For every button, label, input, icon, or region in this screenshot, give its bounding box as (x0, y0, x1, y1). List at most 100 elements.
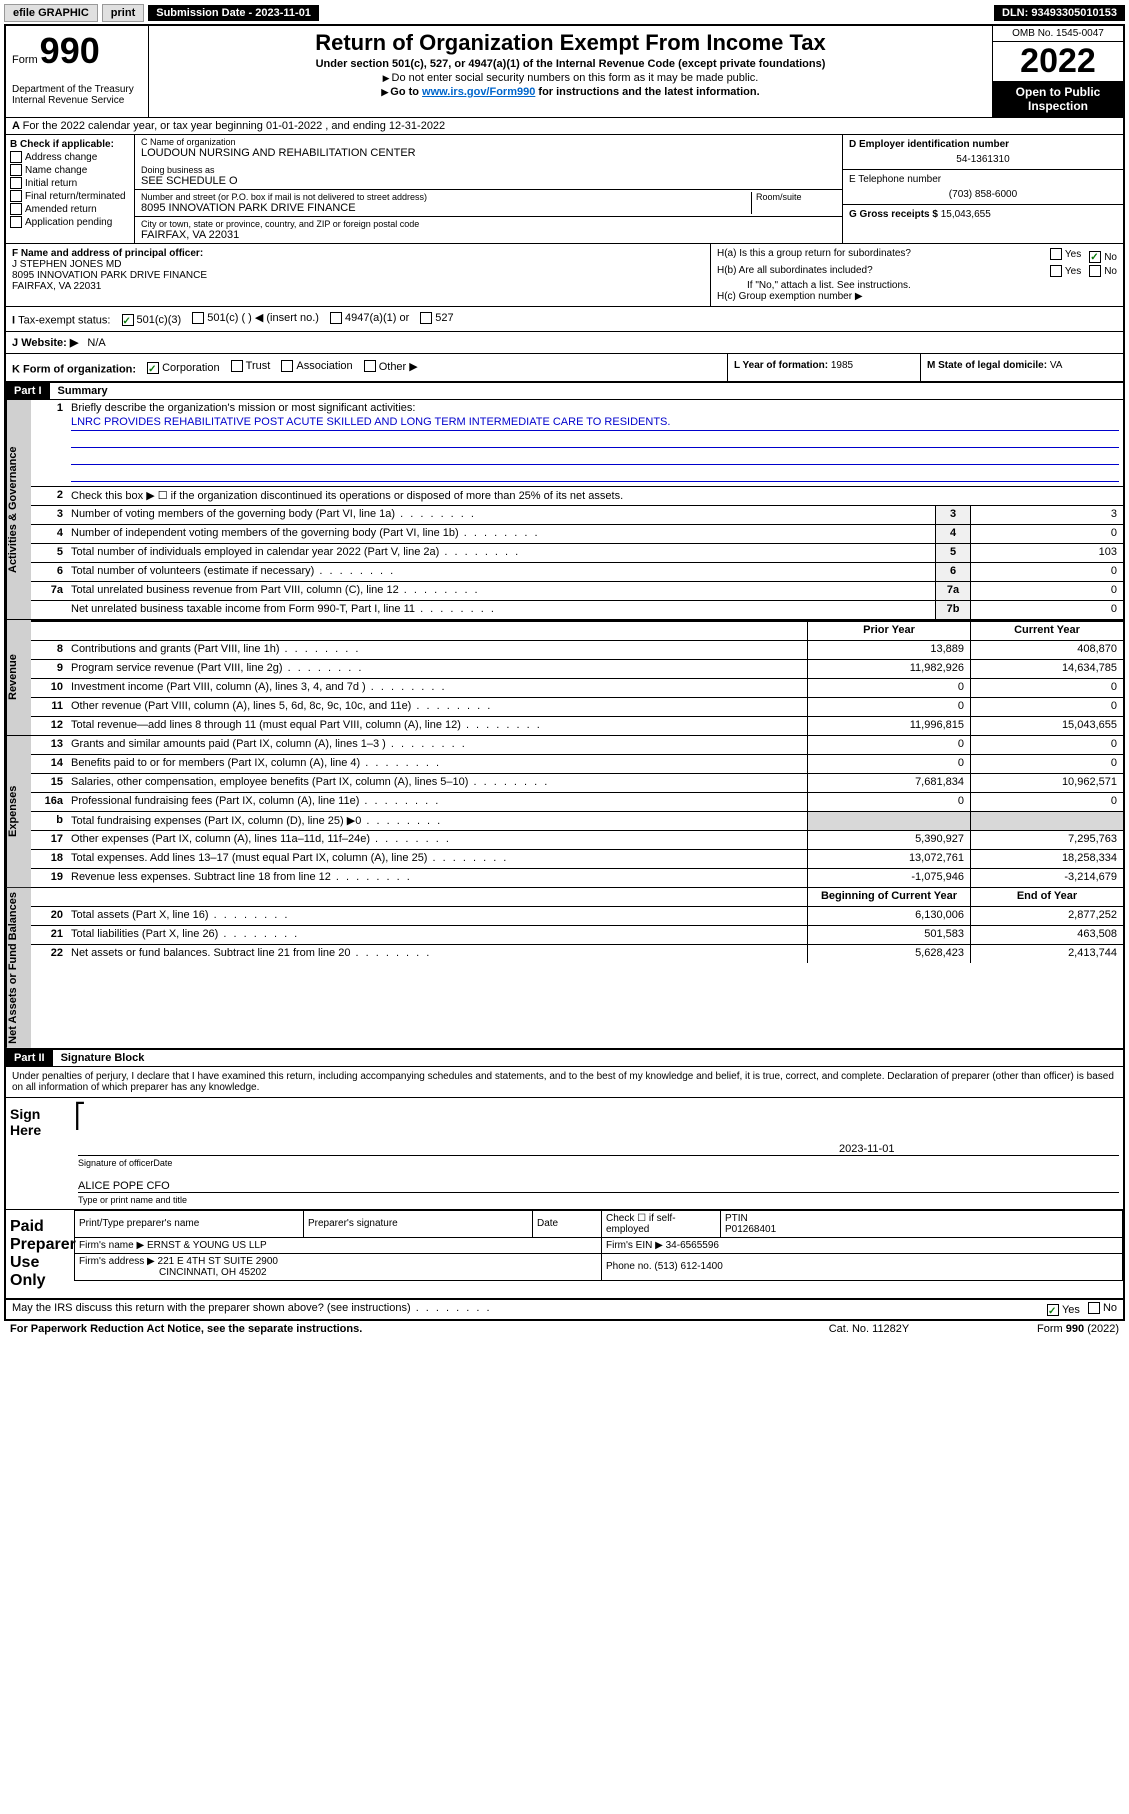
line-a: A For the 2022 calendar year, or tax yea… (6, 118, 1123, 135)
form-id-box: Form 990 Department of the Treasury Inte… (6, 26, 149, 117)
firm-ein: 34-6565596 (666, 1240, 719, 1251)
tab-expenses: Expenses (6, 736, 31, 887)
org-name-label: C Name of organization (141, 137, 836, 147)
subtitle-1: Under section 501(c), 527, or 4947(a)(1)… (153, 58, 988, 70)
officer-addr2: FAIRFAX, VA 22031 (12, 281, 704, 292)
firm-name: ERNST & YOUNG US LLP (147, 1240, 267, 1251)
title-box: Return of Organization Exempt From Incom… (149, 26, 992, 117)
mission-text: LNRC PROVIDES REHABILITATIVE POST ACUTE … (71, 416, 1119, 431)
current-year-header: Current Year (970, 622, 1123, 640)
ha-label: H(a) Is this a group return for subordin… (717, 248, 911, 263)
prep-sig-label: Preparer's signature (304, 1210, 533, 1237)
checkbox-pending[interactable] (10, 216, 22, 228)
527-checkbox[interactable] (420, 312, 432, 324)
column-b: B Check if applicable: Address change Na… (6, 135, 135, 243)
501c-checkbox[interactable] (192, 312, 204, 324)
table-row: 18Total expenses. Add lines 13–17 (must … (31, 849, 1123, 868)
checkbox-initial-return[interactable] (10, 177, 22, 189)
ein-label: D Employer identification number (849, 139, 1117, 150)
subtitle-2: Do not enter social security numbers on … (153, 72, 988, 84)
other-checkbox[interactable] (364, 360, 376, 372)
paid-preparer-row: Paid Preparer Use Only Print/Type prepar… (6, 1210, 1123, 1299)
department-label: Department of the Treasury Internal Reve… (12, 84, 142, 106)
hb-no-checkbox[interactable] (1089, 265, 1101, 277)
eoy-header: End of Year (970, 888, 1123, 906)
ha-no-checkbox[interactable] (1089, 251, 1101, 263)
footer-mid: Cat. No. 11282Y (769, 1323, 969, 1335)
officer-addr1: 8095 INNOVATION PARK DRIVE FINANCE (12, 270, 704, 281)
corp-checkbox[interactable] (147, 362, 159, 374)
assoc-checkbox[interactable] (281, 360, 293, 372)
line-2: Check this box ▶ ☐ if the organization d… (67, 487, 1123, 505)
tel-value: (703) 858-6000 (849, 189, 1117, 200)
boy-header: Beginning of Current Year (807, 888, 970, 906)
part2-header-row: Part II Signature Block (6, 1050, 1123, 1067)
revenue-section: Revenue Prior Year Current Year 8Contrib… (6, 620, 1123, 736)
table-row: 19Revenue less expenses. Subtract line 1… (31, 868, 1123, 887)
sign-here-label: Sign Here (6, 1098, 74, 1209)
form-word: Form (12, 54, 38, 66)
column-de: D Employer identification number 54-1361… (842, 135, 1123, 243)
gross-label: G Gross receipts $ (849, 209, 938, 220)
dba-label: Doing business as (141, 165, 836, 175)
signature-bracket-icon: ⎡ (74, 1102, 1119, 1131)
col-f: F Name and address of principal officer:… (6, 244, 710, 306)
checkbox-name-change[interactable] (10, 164, 22, 176)
sig-date-label: Date (153, 1158, 172, 1168)
table-row: 17Other expenses (Part IX, column (A), l… (31, 830, 1123, 849)
paid-preparer-label: Paid Preparer Use Only (6, 1210, 74, 1298)
inspection-label: Open to Public Inspection (993, 81, 1123, 117)
hb-label: H(b) Are all subordinates included? (717, 265, 873, 280)
street-label: Number and street (or P.O. box if mail i… (141, 192, 751, 202)
netassets-section: Net Assets or Fund Balances Beginning of… (6, 888, 1123, 1050)
sign-date: 2023-11-01 (839, 1143, 1119, 1155)
checkbox-address-change[interactable] (10, 151, 22, 163)
prep-name-label: Print/Type preparer's name (75, 1210, 304, 1237)
print-button[interactable]: print (102, 4, 144, 22)
org-name: LOUDOUN NURSING AND REHABILITATION CENTE… (141, 147, 836, 159)
checkbox-amended[interactable] (10, 203, 22, 215)
gross-value: 15,043,655 (941, 209, 991, 220)
discuss-no-checkbox[interactable] (1088, 1302, 1100, 1314)
website-value: N/A (87, 337, 105, 349)
table-row: 6Total number of volunteers (estimate if… (31, 562, 1123, 581)
table-row: 8Contributions and grants (Part VIII, li… (31, 640, 1123, 659)
table-row: 15Salaries, other compensation, employee… (31, 773, 1123, 792)
dba-value: SEE SCHEDULE O (141, 175, 836, 187)
footer-left: For Paperwork Reduction Act Notice, see … (10, 1323, 769, 1335)
table-row: 14Benefits paid to or for members (Part … (31, 754, 1123, 773)
expenses-section: Expenses 13Grants and similar amounts pa… (6, 736, 1123, 888)
4947-checkbox[interactable] (330, 312, 342, 324)
irs-link[interactable]: www.irs.gov/Form990 (422, 86, 535, 98)
hb-yes-checkbox[interactable] (1050, 265, 1062, 277)
topbar: efile GRAPHIC print Submission Date - 20… (4, 4, 1125, 22)
may-irs-row: May the IRS discuss this return with the… (6, 1299, 1123, 1319)
trust-checkbox[interactable] (231, 360, 243, 372)
officer-label: F Name and address of principal officer: (12, 248, 704, 259)
tab-governance: Activities & Governance (6, 400, 31, 619)
year-box: OMB No. 1545-0047 2022 Open to Public In… (992, 26, 1123, 117)
city-value: FAIRFAX, VA 22031 (141, 229, 836, 241)
checkbox-final-return[interactable] (10, 190, 22, 202)
table-row: 4Number of independent voting members of… (31, 524, 1123, 543)
ha-yes-checkbox[interactable] (1050, 248, 1062, 260)
discuss-yes-checkbox[interactable] (1047, 1304, 1059, 1316)
part1-badge: Part I (6, 383, 50, 399)
page-footer: For Paperwork Reduction Act Notice, see … (4, 1321, 1125, 1337)
col-l: L Year of formation: 1985 (727, 354, 920, 382)
efile-label: efile GRAPHIC (4, 4, 98, 22)
section-bcdeg: B Check if applicable: Address change Na… (6, 135, 1123, 244)
table-row: bTotal fundraising expenses (Part IX, co… (31, 811, 1123, 830)
governance-section: Activities & Governance 1 Briefly descri… (6, 400, 1123, 620)
501c3-checkbox[interactable] (122, 314, 134, 326)
tab-netassets: Net Assets or Fund Balances (6, 888, 31, 1048)
ptin-value: P01268401 (725, 1224, 776, 1235)
table-row: 9Program service revenue (Part VIII, lin… (31, 659, 1123, 678)
table-row: 7aTotal unrelated business revenue from … (31, 581, 1123, 600)
table-row: 13Grants and similar amounts paid (Part … (31, 736, 1123, 754)
table-row: 11Other revenue (Part VIII, column (A), … (31, 697, 1123, 716)
col-m: M State of legal domicile: VA (920, 354, 1123, 382)
row-klm: K Form of organization: Corporation Trus… (6, 354, 1123, 384)
subtitle-3: Go to www.irs.gov/Form990 for instructio… (153, 86, 988, 98)
prep-date-label: Date (533, 1210, 602, 1237)
